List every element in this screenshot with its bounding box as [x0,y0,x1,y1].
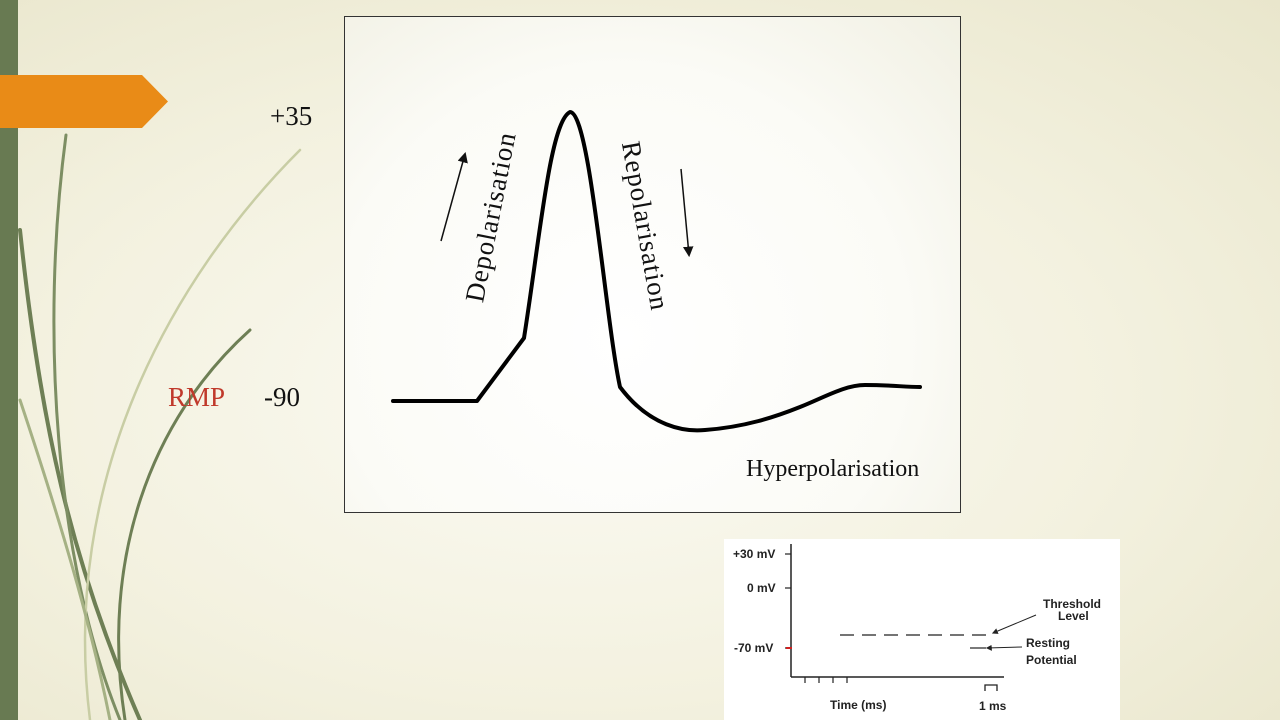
y-axis-label-bottom: -90 [264,382,300,412]
action-potential-diagram [344,16,961,513]
left-accent-bar [0,0,18,720]
hyperpolarisation-label: Hyperpolarisation [746,456,920,482]
mini-membrane-potential-chart: +30 mV 0 mV -70 mV Threshold Level Resti… [724,539,1120,720]
decorative-swirls [18,133,302,720]
rmp-label: RMP [168,382,226,412]
mini-resting-arrow [985,644,1023,651]
mini-y-label-zero: 0 mV [747,581,776,595]
mini-scale-bracket [984,684,998,691]
y-axis-label-top: +35 [270,101,313,131]
mini-threshold-label-line2: Level [1058,609,1089,623]
depolarisation-arrow [440,151,468,242]
mini-y-label-top: +30 mV [733,547,776,561]
title-marker-tab [0,75,168,128]
mini-threshold-arrow [991,614,1037,634]
repolarisation-arrow [680,168,694,258]
mini-scale-label: 1 ms [979,699,1007,713]
mini-y-label-rest: -70 mV [734,641,774,655]
mini-resting-label-line2: Potential [1026,653,1077,667]
mini-threshold-label-line1: Threshold [1043,597,1102,611]
mini-x-axis-label: Time (ms) [830,698,887,712]
action-potential-curve [391,110,922,433]
mini-resting-label-line1: Resting [1026,636,1071,650]
